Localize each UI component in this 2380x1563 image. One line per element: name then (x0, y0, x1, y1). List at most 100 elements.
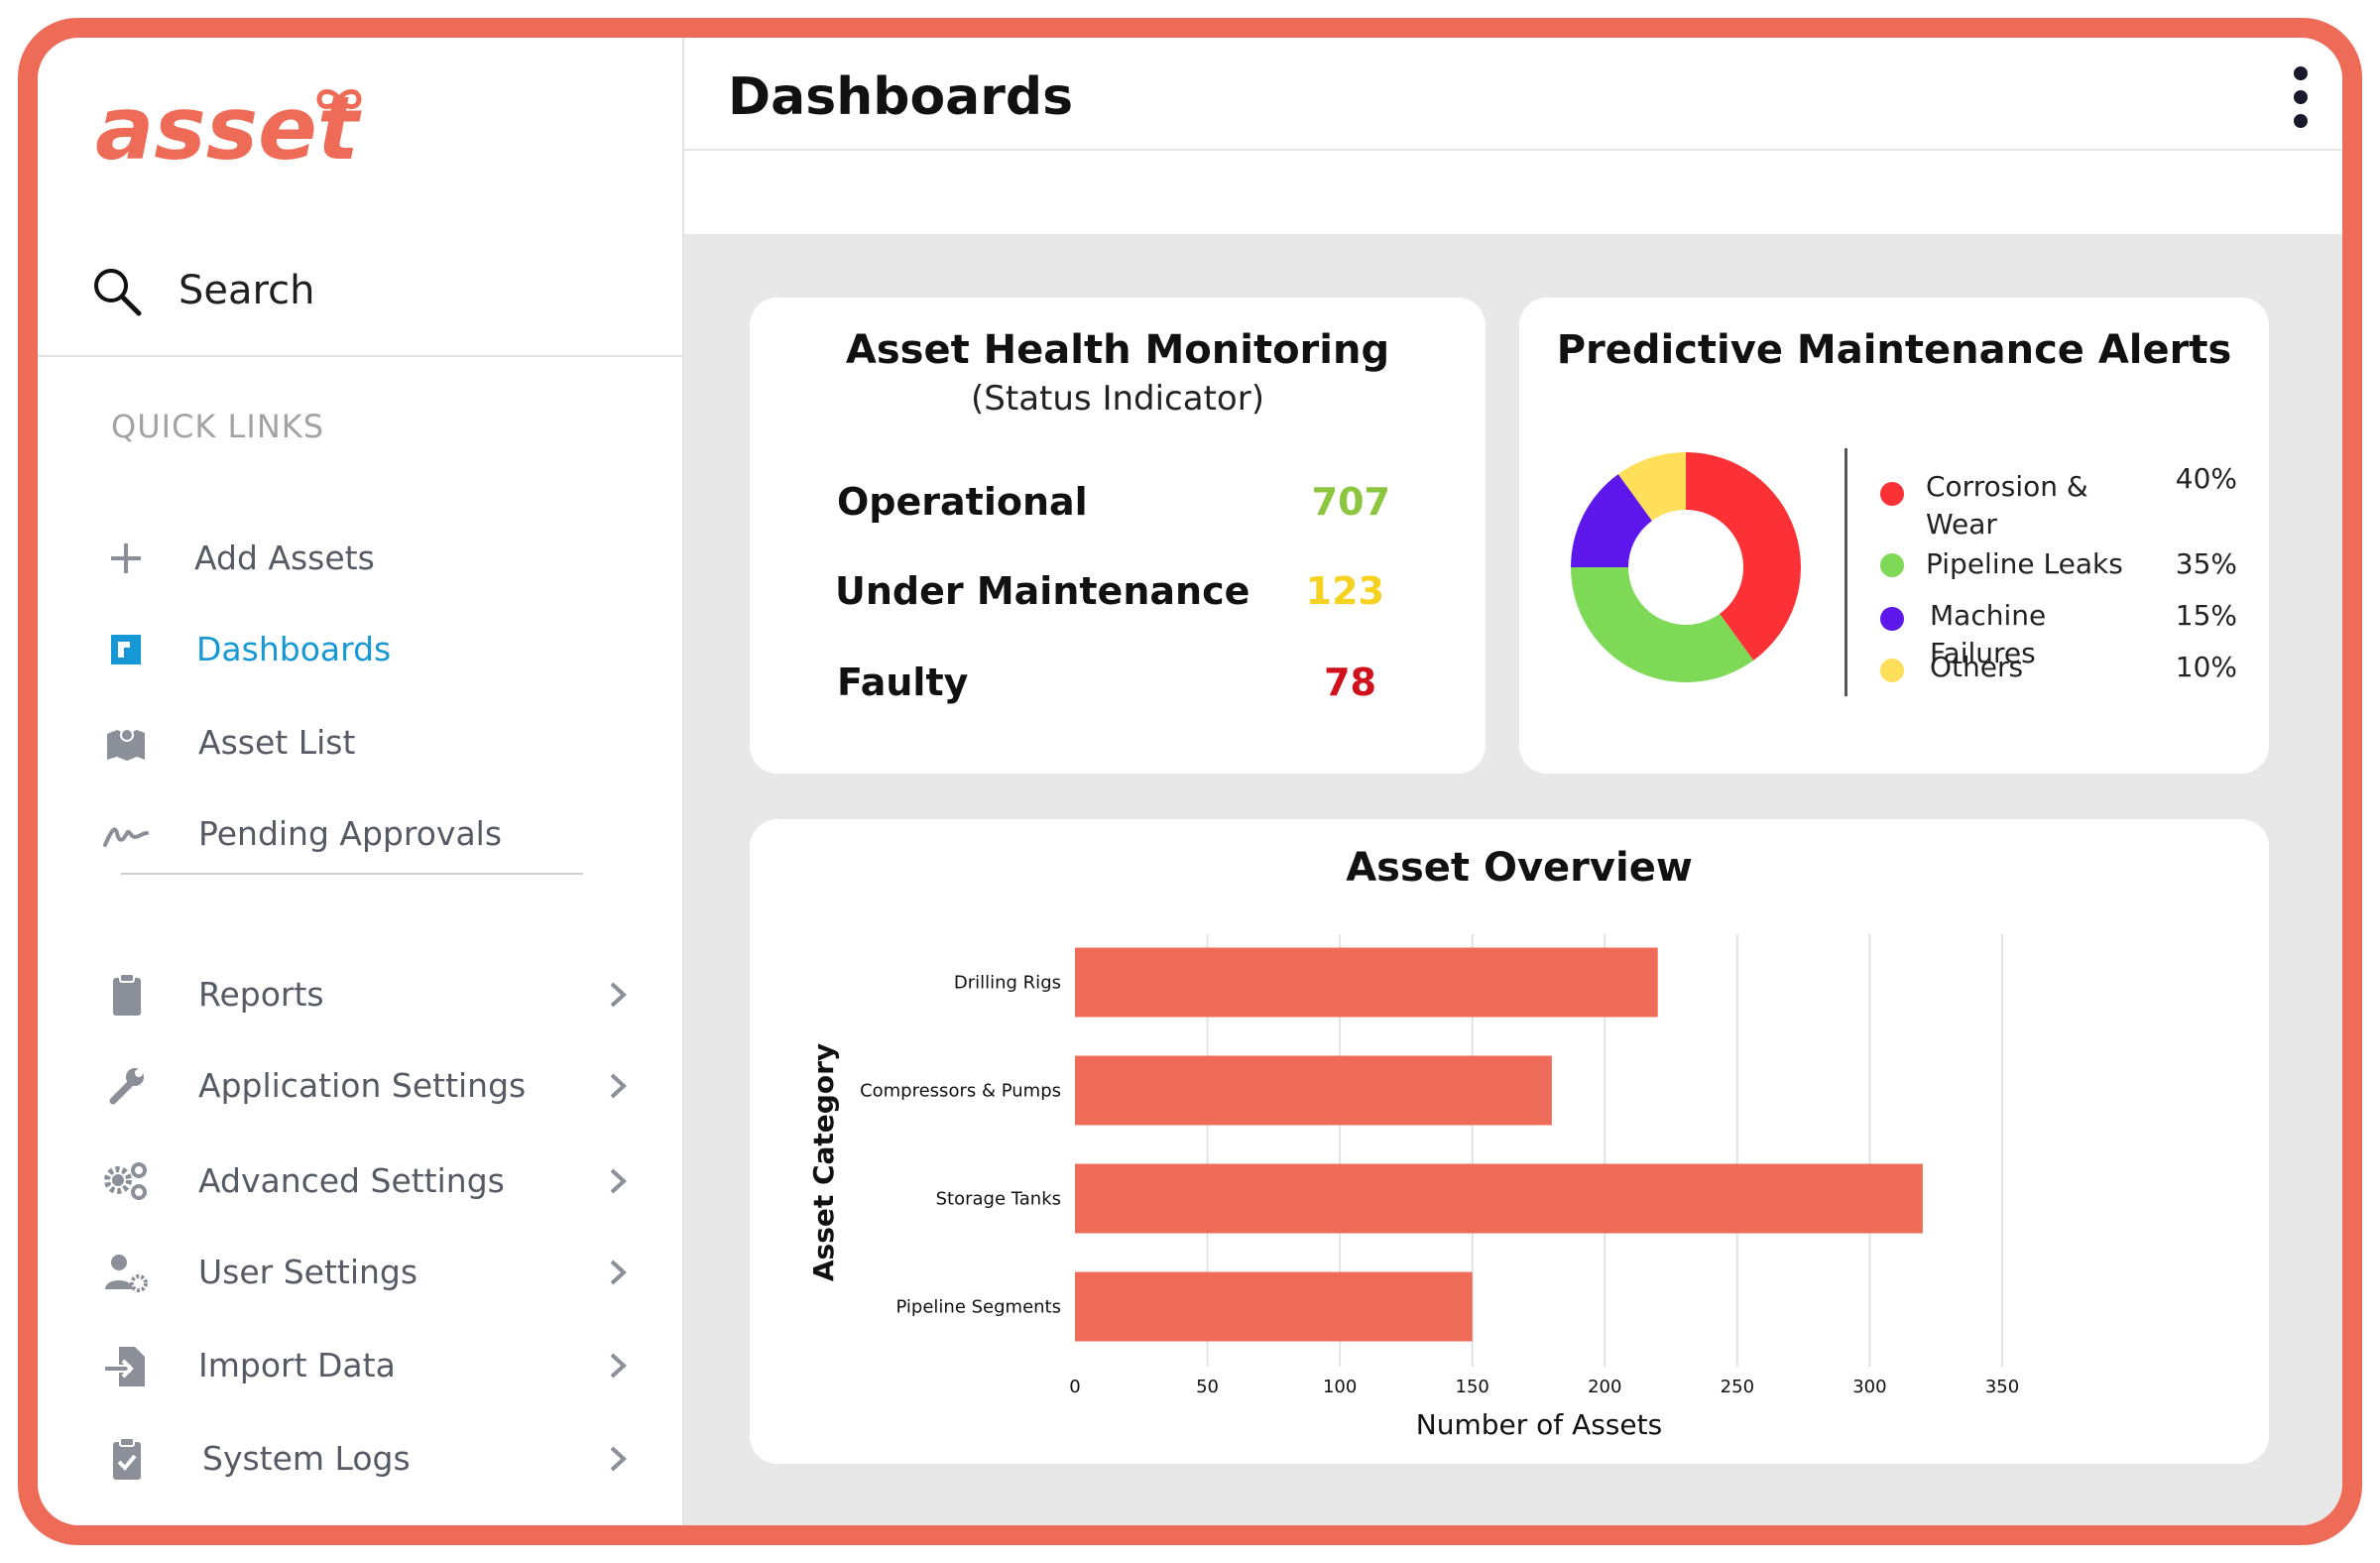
legend-label: Corrosion & Wear (1926, 470, 2088, 541)
status-label: Under Maintenance (835, 569, 1250, 613)
header: Dashboards (684, 38, 2342, 151)
logo-text: asset (95, 77, 362, 180)
chevron-right-icon (610, 1073, 627, 1099)
wrench-icon (109, 1068, 144, 1105)
legend-item: Corrosion & Wear 40% (1880, 456, 2237, 541)
alerts-donut-chart (1571, 452, 1801, 682)
clipboard-icon (113, 973, 141, 1016)
legend-percent: 15% (2175, 599, 2237, 632)
page-title: Dashboards (728, 67, 1074, 127)
sidebar-item-label: Import Data (198, 1346, 396, 1384)
chevron-right-icon (610, 1353, 627, 1379)
sidebar: asset Search QUICK LINKS Add Assets (38, 38, 684, 1525)
app-frame: asset Search QUICK LINKS Add Assets (18, 18, 2362, 1545)
quick-links-heading: QUICK LINKS (111, 408, 325, 445)
legend-swatch (1880, 659, 1904, 682)
bar (1075, 1163, 1923, 1234)
sidebar-search[interactable]: Search (38, 236, 684, 357)
clipboard-check-icon (113, 1437, 141, 1480)
x-tick-label: 250 (1721, 1377, 1754, 1397)
sidebar-item-import-data[interactable]: Import Data (38, 1331, 684, 1400)
infinity-icon (316, 89, 362, 109)
sidebar-item-user-settings[interactable]: User Settings (38, 1238, 684, 1307)
donut-slice (1571, 474, 1652, 567)
sidebar-item-label: Reports (198, 975, 324, 1014)
asset-health-subtitle: (Status Indicator) (971, 379, 1264, 419)
status-value: 707 (1311, 480, 1390, 524)
sidebar-item-dashboards[interactable]: Dashboards (38, 615, 684, 684)
asset-health-card: Asset Health Monitoring (Status Indicato… (750, 298, 1486, 774)
kebab-menu-icon[interactable] (2281, 61, 2320, 141)
status-row-under-maintenance: Under Maintenance 123 (750, 561, 1486, 621)
search-icon (94, 269, 142, 316)
map-icon (107, 728, 145, 761)
sub-header-bar (684, 151, 2342, 234)
y-tick-label: Storage Tanks (936, 1189, 1061, 1210)
legend-label: Others (1930, 651, 2024, 683)
sidebar-divider (121, 873, 583, 875)
legend-percent: 10% (2175, 651, 2237, 683)
bar (1075, 1055, 1552, 1126)
legend-label: Machine Failures (1930, 599, 2047, 669)
sidebar-item-label: Asset List (198, 723, 356, 762)
x-tick-label: 0 (1069, 1377, 1080, 1397)
legend-swatch (1880, 553, 1904, 577)
sidebar-item-label: Application Settings (198, 1066, 527, 1105)
x-tick-label: 350 (1985, 1377, 2019, 1397)
legend-label: Pipeline Leaks (1926, 547, 2123, 580)
chevron-right-icon (610, 1168, 627, 1194)
bar (1075, 947, 1658, 1018)
sidebar-item-label: Add Assets (194, 539, 375, 577)
app-window: asset Search QUICK LINKS Add Assets (38, 38, 2342, 1525)
status-row-operational: Operational 707 (750, 472, 1486, 532)
sidebar-item-system-logs[interactable]: System Logs (38, 1424, 684, 1494)
legend-percent: 35% (2175, 547, 2237, 580)
search-label: Search (178, 268, 315, 313)
sidebar-item-application-settings[interactable]: Application Settings (38, 1051, 684, 1121)
legend-item: Machine Failures 15% (1880, 597, 2237, 669)
sidebar-item-advanced-settings[interactable]: Advanced Settings (38, 1146, 684, 1216)
legend-divider (1844, 448, 1847, 696)
sidebar-item-label: Advanced Settings (198, 1161, 505, 1200)
x-tick-label: 100 (1323, 1377, 1357, 1397)
status-value: 78 (1324, 661, 1376, 704)
plus-icon (111, 543, 141, 573)
x-tick-label: 200 (1588, 1377, 1621, 1397)
bar (1075, 1271, 1473, 1342)
donut-slice (1571, 567, 1754, 682)
legend-percent: 40% (2175, 462, 2237, 495)
user-gear-icon (105, 1255, 148, 1292)
status-label: Operational (837, 480, 1088, 524)
legend-item: Others 10% (1880, 649, 2237, 688)
import-icon (105, 1347, 145, 1386)
sidebar-item-asset-list[interactable]: Asset List (38, 708, 684, 778)
status-value: 123 (1305, 569, 1384, 613)
sidebar-item-label: Dashboards (196, 630, 392, 668)
x-tick-label: 50 (1196, 1377, 1219, 1397)
signature-icon (103, 827, 149, 847)
legend-swatch (1880, 482, 1904, 506)
y-tick-label: Compressors & Pumps (860, 1081, 1061, 1102)
status-row-faulty: Faulty 78 (750, 653, 1486, 712)
y-tick-label: Pipeline Segments (895, 1297, 1061, 1318)
sidebar-item-label: Pending Approvals (198, 814, 503, 853)
donut-slice (1617, 452, 1686, 522)
sidebar-item-add-assets[interactable]: Add Assets (38, 524, 684, 593)
legend-swatch (1880, 607, 1904, 631)
predictive-maintenance-card: Predictive Maintenance Alerts Corrosion … (1519, 298, 2269, 774)
asset-overview-chart: Asset Overview Number of Assets Asset Ca… (807, 845, 2019, 1441)
chevron-right-icon (610, 1260, 627, 1285)
x-axis-label: Number of Assets (1416, 1408, 1662, 1441)
dashboard-icon (111, 635, 141, 664)
asset-overview-card: Asset Overview Number of Assets Asset Ca… (750, 819, 2269, 1464)
y-tick-label: Drilling Rigs (954, 973, 1061, 994)
chevron-right-icon (610, 1446, 627, 1472)
status-label: Faulty (837, 661, 969, 704)
chart-title: Asset Overview (1346, 845, 1693, 891)
sidebar-item-label: User Settings (198, 1253, 418, 1291)
legend-item: Pipeline Leaks 35% (1880, 545, 2237, 585)
sidebar-item-pending-approvals[interactable]: Pending Approvals (38, 799, 684, 869)
y-axis-label: Asset Category (807, 1043, 840, 1281)
asset-health-title: Asset Health Monitoring (845, 327, 1390, 373)
sidebar-item-reports[interactable]: Reports (38, 960, 684, 1029)
